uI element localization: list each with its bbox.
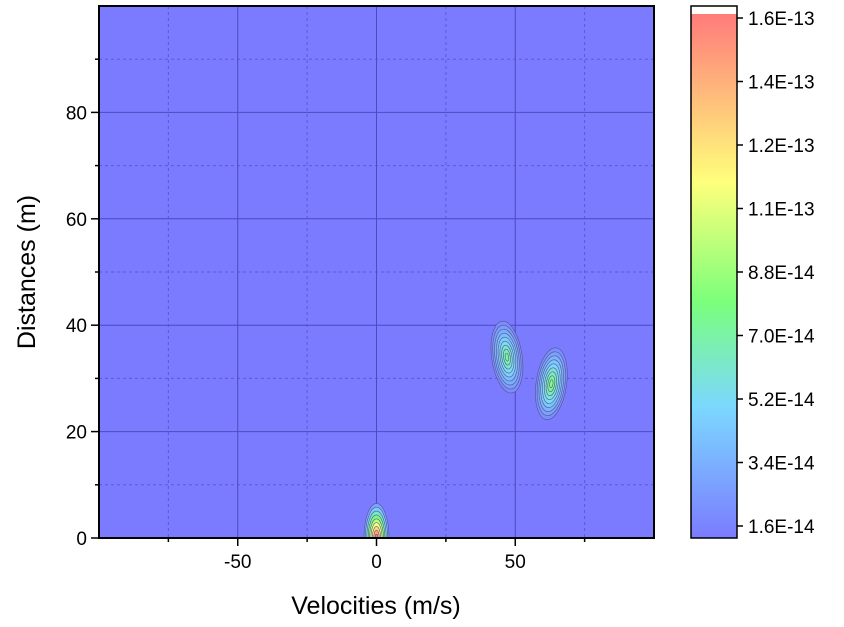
contour-level	[504, 352, 509, 362]
y-axis: 0 20 40 60 80	[66, 58, 99, 550]
y-tick-label: 20	[66, 423, 87, 444]
y-tick-label: 40	[66, 316, 87, 337]
x-axis: -50 0 50	[167, 538, 586, 573]
colorbar-tick-label: 3.4E-14	[748, 454, 815, 475]
contour-peak	[363, 503, 390, 538]
grid-lines	[99, 6, 654, 538]
colorbar-tick-label: 1.6E-13	[748, 9, 815, 30]
contour-peak	[535, 347, 568, 420]
colorbar-bar	[691, 14, 737, 538]
contour-layer	[363, 320, 568, 538]
colorbar-tick-label: 1.6E-14	[748, 517, 815, 538]
x-axis-title: Velocities (m/s)	[291, 592, 460, 620]
colorbar-tick-label: 8.8E-14	[748, 263, 815, 284]
colorbar-tick-label: 1.2E-13	[748, 136, 815, 157]
x-tick-label: 50	[505, 552, 526, 573]
colorbar-tick-label: 5.2E-14	[748, 390, 815, 411]
x-tick-label: 0	[371, 552, 382, 573]
x-tick-label: -50	[224, 552, 251, 573]
colorbar-ticks: 1.6E-13 1.4E-13 1.2E-13 1.1E-13 8.8E-14 7.0E-…	[737, 9, 815, 538]
y-tick-label: 80	[66, 103, 87, 124]
contour-peak	[490, 320, 524, 394]
colorbar-tick-label: 1.1E-13	[748, 200, 815, 221]
colorbar-tick-label: 7.0E-14	[748, 327, 815, 348]
y-tick-label: 0	[76, 529, 87, 550]
colorbar-tick-label: 1.4E-13	[748, 73, 815, 94]
colorbar-top-cap	[691, 6, 737, 14]
y-tick-label: 60	[66, 210, 87, 231]
contour-level	[549, 379, 554, 389]
y-axis-title: Distances (m)	[13, 195, 41, 349]
